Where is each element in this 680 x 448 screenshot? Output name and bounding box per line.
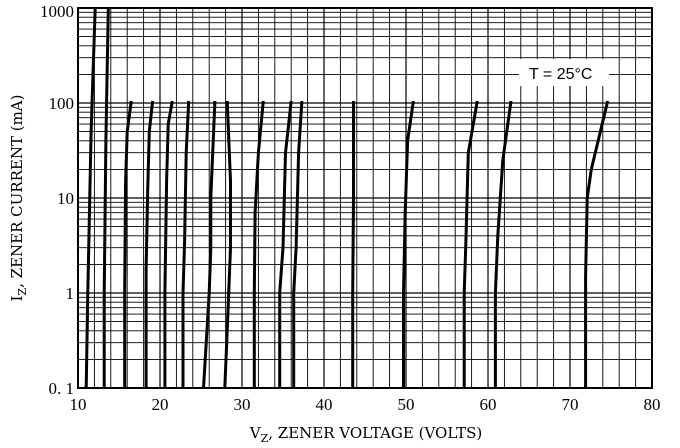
x-tick-label: 60 <box>480 395 497 414</box>
zener-curve-2 <box>102 7 110 388</box>
x-tick-label: 40 <box>316 395 333 414</box>
y-tick-label: 1 <box>66 284 75 303</box>
x-axis-subscript: Z <box>261 432 269 445</box>
x-axis-label: VZ, ZENER VOLTAGE (VOLTS) <box>249 424 482 445</box>
zener-curve-11 <box>292 100 304 388</box>
y-axis-symbol: I <box>8 295 26 301</box>
x-tick-label: 20 <box>152 395 169 414</box>
y-tick-labels: 0. 1 1 10 100 1000 <box>40 2 74 398</box>
zener-curve-6 <box>181 100 191 388</box>
zener-curve-13 <box>402 100 415 388</box>
curves <box>84 7 610 389</box>
x-tick-labels: 10 20 30 40 50 60 70 80 <box>70 395 661 414</box>
y-tick-label: 100 <box>49 94 75 113</box>
zener-curve-7 <box>202 100 217 389</box>
x-tick-label: 30 <box>234 395 251 414</box>
annotation-text: T = 25°C <box>529 66 592 83</box>
zener-curve-16 <box>584 100 610 388</box>
x-axis-symbol: V <box>249 424 262 442</box>
zener-curve-12 <box>351 101 355 388</box>
zener-curve-4 <box>144 100 155 388</box>
y-tick-label: 10 <box>57 189 74 208</box>
y-tick-label: 0. 1 <box>49 379 75 398</box>
zener-curve-3 <box>123 100 133 388</box>
y-axis-label-text: , ZENER CURRENT (mA) <box>8 95 26 288</box>
plot-frame <box>77 7 653 389</box>
x-tick-label: 70 <box>562 395 579 414</box>
x-tick-label: 50 <box>398 395 415 414</box>
annotation-box <box>519 59 609 86</box>
zener-curve-5 <box>163 100 174 388</box>
zener-curve-15 <box>493 100 513 388</box>
zener-curve-10 <box>278 100 293 388</box>
y-tick-label: 1000 <box>40 2 74 21</box>
plot-border <box>77 7 653 389</box>
zener-curve-9 <box>252 100 265 388</box>
x-axis-label-text: , ZENER VOLTAGE (VOLTS) <box>268 424 482 442</box>
y-axis-subscript: Z <box>16 288 29 296</box>
zener-curve-14 <box>462 100 479 388</box>
zener-curve-1 <box>84 7 97 389</box>
y-axis-label: IZ, ZENER CURRENT (mA) <box>8 95 29 302</box>
zener-curve-8 <box>223 100 232 389</box>
temperature-annotation: T = 25°C <box>519 59 609 86</box>
x-tick-label: 80 <box>644 395 661 414</box>
x-tick-label: 10 <box>70 395 87 414</box>
